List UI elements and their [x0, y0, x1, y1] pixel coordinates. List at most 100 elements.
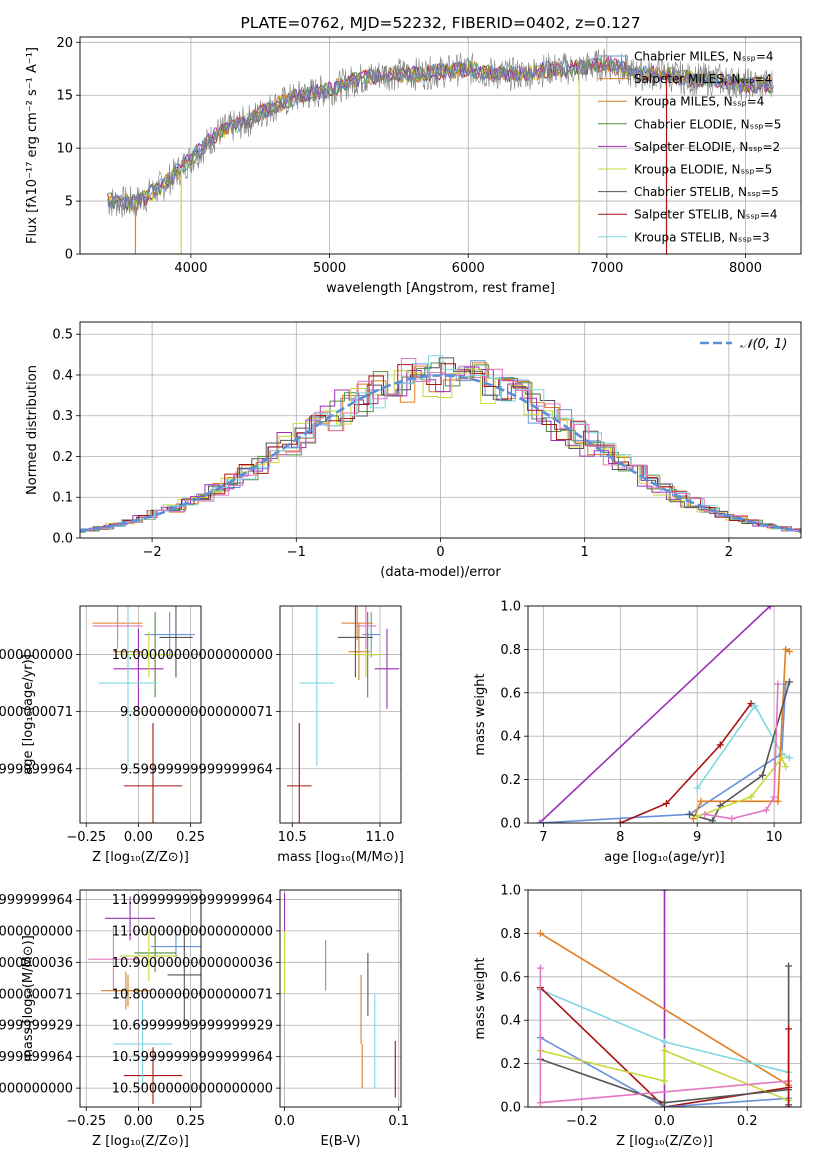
- y-axis-label: mass weight: [473, 673, 488, 755]
- panel-mass-weight-vs-age: 7 8 9 10 0.0 0.2 0.4 0.6 0.8 1.0 age [log₁₀(age/yr…: [473, 600, 802, 865]
- y-tick-label: 1.0: [500, 884, 521, 899]
- plot-area: [88, 896, 201, 1104]
- x-tick-label: −0.2: [566, 1114, 598, 1129]
- x-tick-label: 9: [693, 830, 701, 845]
- legend-label: Chabrier ELODIE, Nₛₛₚ=5: [634, 117, 781, 131]
- x-axis-label: Z [log₁₀(Z/Z⊙)]: [616, 1134, 713, 1149]
- observed-spectrum-line: [107, 48, 774, 218]
- x-tick-label: 2: [725, 545, 733, 560]
- gridlines: [80, 606, 201, 823]
- legend-label: Chabrier MILES, Nₛₛₚ=4: [634, 50, 774, 64]
- y-tick-label: 0.8: [500, 643, 521, 658]
- plot-area: [107, 48, 774, 254]
- legend-label: Chabrier STELIB, Nₛₛₚ=5: [634, 185, 779, 199]
- x-axis-label: Z [log₁₀(Z/Z⊙)]: [92, 850, 189, 865]
- y-tick-label: 0.6: [500, 970, 521, 985]
- y-tick-label: 10.00000000000000000: [0, 648, 73, 663]
- plot-area: [284, 893, 396, 1098]
- y-tick-label: 10.90000000000000036: [0, 956, 73, 971]
- mass-weight-line: [696, 756, 787, 818]
- y-tick-label: 10.69999999999999929: [112, 1019, 273, 1034]
- x-axis-label: age [log₁₀(age/yr)]: [604, 850, 725, 865]
- x-tick-label: 0.2: [737, 1114, 758, 1129]
- legend: 𝒩(0, 1): [700, 337, 787, 352]
- x-tick-label: 0.1: [388, 1114, 409, 1129]
- y-tick-label: 0.0: [500, 817, 521, 832]
- x-tick-label: −0.25: [66, 1114, 106, 1129]
- chart-title: PLATE=0762, MJD=52232, FIBERID=0402, z=0…: [240, 14, 640, 32]
- y-tick-label: 10.80000000000000071: [112, 987, 273, 1002]
- residual-histogram: [80, 366, 801, 532]
- x-axis-label: Z [log₁₀(Z/Z⊙)]: [92, 1134, 189, 1149]
- y-tick-label: 10.80000000000000071: [0, 987, 73, 1002]
- x-tick-label: 7000: [590, 261, 623, 276]
- x-tick-label: 0.25: [176, 1114, 205, 1129]
- y-tick-label: 0.1: [52, 491, 73, 506]
- y-tick-label: 0.5: [52, 328, 73, 343]
- y-tick-label: 5: [65, 195, 73, 210]
- x-axis-label: E(B-V): [320, 1134, 360, 1149]
- axes-frame: [527, 889, 802, 1108]
- x-axis-label: mass [log₁₀(M/M⊙)]: [277, 850, 404, 865]
- y-tick-label: 11.00000000000000000: [112, 924, 273, 939]
- axes-frame: [279, 889, 402, 1108]
- x-tick-label: 1: [581, 545, 589, 560]
- y-tick-label: 0.2: [500, 773, 521, 788]
- axes-frame: [79, 605, 202, 824]
- y-axis-label: mass weight: [473, 957, 488, 1039]
- y-tick-label: 0.4: [500, 1014, 521, 1029]
- y-tick-label: 0.2: [52, 450, 73, 465]
- x-tick-label: −0.25: [66, 830, 106, 845]
- panel-mass-weight-vs-Z: −0.2 0.0 0.2 0.0 0.2 0.4 0.6 0.8 1.0 Z [log₁₀(Z/Z…: [473, 884, 802, 1149]
- normal-distribution-line: [80, 374, 801, 533]
- axes-frame: [79, 321, 802, 539]
- panel-mass-vs-Z: −0.25 0.00 0.25 10.50000000000000000 10.5999…: [0, 889, 205, 1149]
- gridlines: [80, 890, 201, 1107]
- y-tick-label: 0: [65, 248, 73, 263]
- x-tick-label: 4000: [174, 261, 207, 276]
- x-tick-label: 0.0: [274, 1114, 295, 1129]
- x-tick-label: −1: [287, 545, 306, 560]
- gridlines: [280, 606, 401, 823]
- axes-frame: [79, 36, 802, 255]
- x-tick-label: 8000: [729, 261, 762, 276]
- y-tick-label: 10.59999999999999964: [0, 1050, 73, 1065]
- axes-frame: [527, 605, 802, 824]
- residual-histogram: [80, 362, 801, 533]
- panel-mass-vs-EBV: 0.0 0.1 10.50000000000000000 10.59999999999…: [112, 889, 409, 1149]
- residual-histogram: [80, 355, 801, 533]
- y-tick-label: 9.59999999999999964: [120, 762, 273, 777]
- y-tick-label: 0.6: [500, 686, 521, 701]
- gridlines: [280, 890, 401, 1107]
- legend-label: Kroupa STELIB, Nₛₛₚ=3: [634, 230, 770, 244]
- plot-area: [536, 890, 793, 1107]
- y-tick-label: 10.00000000000000000: [112, 648, 273, 663]
- x-tick-label: 0.00: [124, 1114, 153, 1129]
- y-tick-label: 11.09999999999999964: [0, 893, 73, 908]
- y-tick-label: 9.80000000000000071: [120, 705, 273, 720]
- mass-weight-line: [539, 684, 787, 823]
- panel-age-vs-mass: 10.5 11.0 9.59999999999999964 9.80000000000…: [112, 605, 404, 865]
- legend-label: Salpeter ELODIE, Nₛₛₚ=2: [634, 140, 780, 154]
- y-tick-label: 0.8: [500, 927, 521, 942]
- plot-area: [80, 355, 801, 533]
- y-tick-label: 15: [56, 89, 73, 104]
- panel-spectrum: 4000 5000 6000 7000 8000 0 5 10 15 20 wavelength […: [25, 14, 802, 296]
- y-axis-label: Flux [fλ10⁻¹⁷ erg cm⁻² s⁻¹ A⁻¹]: [25, 47, 40, 244]
- mass-weight-line: [619, 703, 752, 823]
- x-tick-label: 0.25: [176, 830, 205, 845]
- x-tick-label: 7: [539, 830, 547, 845]
- plot-area: [536, 606, 793, 823]
- x-tick-label: 0.0: [654, 1114, 675, 1129]
- x-axis-label: (data-model)/error: [380, 565, 501, 580]
- y-tick-label: 10.90000000000000036: [112, 956, 273, 971]
- mass-weight-line: [540, 1049, 789, 1102]
- x-tick-label: −2: [143, 545, 162, 560]
- gridlines: [80, 322, 801, 539]
- plot-area: [92, 606, 195, 823]
- x-tick-label: 10.5: [278, 830, 307, 845]
- mass-weight-line: [696, 704, 790, 789]
- legend: Chabrier MILES, Nₛₛₚ=4 Salpeter MILES, Nₛ…: [598, 50, 781, 244]
- y-tick-label: 9.59999999999999964: [0, 762, 73, 777]
